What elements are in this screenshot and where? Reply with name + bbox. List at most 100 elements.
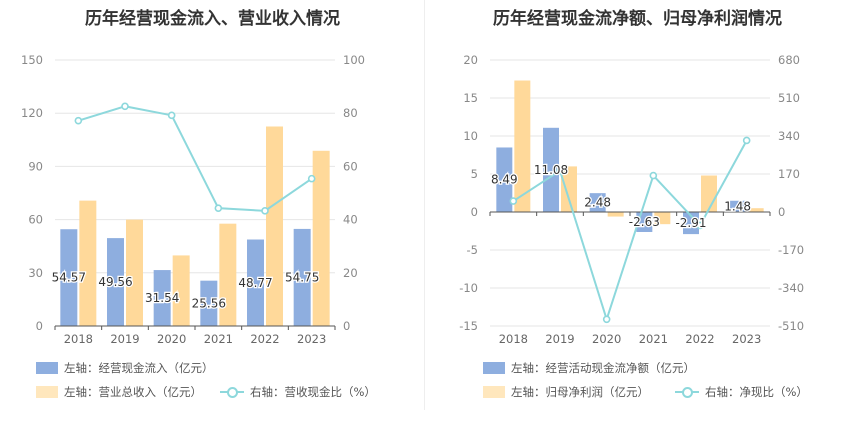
right-legend-item-profit[interactable]: 左轴：归母净利润（亿元） [483,384,649,400]
y-right-tick-label: 60 [343,159,358,173]
x-tick-label: 2019 [545,332,574,346]
y-left-tick-label: 90 [28,159,43,173]
line-point [556,166,564,175]
bar-series-2 [126,219,143,326]
y-left-tick-label: 20 [463,53,478,67]
legend-label: 左轴：归母净利润（亿元） [511,385,649,399]
y-right-tick-label: -170 [778,243,804,257]
right-legend-item-ratio[interactable]: 右轴：净现比（%） [675,384,808,400]
x-tick-label: 2018 [64,332,93,346]
y-left-tick-label: 15 [463,91,478,105]
left-legend-item-revenue[interactable]: 左轴：营业总收入（亿元） [36,384,202,400]
y-right-tick-label: 170 [778,167,800,181]
line-point [167,111,176,120]
x-tick-label: 2023 [732,332,761,346]
right-chart-panel: 历年经营现金流净额、归母净利润情况 -15 -10 -5 0 5 10 15 20 -510 -3… [425,0,850,436]
y-right-tick-label: 80 [343,106,358,120]
line-point [649,171,658,180]
bar-series-1 [543,127,559,212]
bar-data-label: 31.54 [145,291,179,305]
line-point [696,221,704,230]
bar-data-label: 48.77 [238,276,272,290]
bar-series-2 [514,80,531,213]
line-point [74,116,83,125]
y-right-tick-label: 680 [778,53,800,67]
y-left-tick-label: -15 [459,319,478,333]
legend-line-marker [220,386,244,398]
bar-series-1 [107,238,124,326]
bar-series-1 [153,270,171,326]
legend-line-marker [675,386,699,398]
legend-label: 右轴：净现比（%） [705,385,808,399]
line-point [307,174,316,183]
y-left-tick-label: 150 [21,53,43,67]
left-chart-title: 历年经营现金流入、营业收入情况 [85,9,340,29]
bar-series-2 [219,223,237,326]
line-point [261,207,269,215]
bar-series-2 [747,208,764,212]
x-tick-label: 2022 [250,332,279,346]
bar-data-label: 2.48 [584,196,611,210]
x-tick-label: 2022 [685,332,714,346]
y-left-tick-label: 0 [36,319,43,333]
y-right-tick-label: 20 [343,266,358,280]
bar-data-label: 11.08 [534,163,568,177]
bar-data-label: -2.63 [629,215,660,229]
x-tick-label: 2021 [204,332,233,346]
y-left-tick-label: 30 [28,266,43,280]
x-tick-label: 2019 [110,332,139,346]
y-right-tick-label: 0 [778,205,785,219]
bar-series-2 [654,212,671,225]
x-tick-label: 2021 [639,332,668,346]
y-right-tick-label: 100 [343,53,365,67]
x-tick-label: 2023 [297,332,326,346]
bar-data-label: -2.91 [675,216,706,230]
bar-series-1 [496,147,513,212]
y-left-tick-label: 5 [471,167,478,181]
bar-data-label: 1.48 [724,199,751,213]
bar-data-label: 49.56 [98,275,132,289]
right-legend-item-netflow[interactable]: 左轴：经营活动现金流净额（亿元） [483,360,695,376]
y-left-tick-label: 10 [463,129,478,143]
y-right-tick-label: 510 [778,91,800,105]
y-left-tick-label: 60 [28,213,43,227]
left-legend-item-inflow[interactable]: 左轴：经营现金流入（亿元） [36,360,214,376]
bar-series-1 [683,212,699,235]
right-chart-title: 历年经营现金流净额、归母净利润情况 [493,9,782,29]
y-left-tick-label: 0 [471,205,478,219]
x-tick-label: 2020 [592,332,621,346]
line-point [214,204,223,212]
line-point [509,197,518,205]
bar-series-2 [172,255,190,326]
bar-series-1 [247,239,264,326]
bar-data-label: 54.57 [52,271,86,285]
legend-swatch-orange [483,386,505,398]
bar-series-1 [729,200,746,212]
legend-label: 左轴：经营现金流入（亿元） [64,361,214,375]
legend-swatch-blue [36,362,58,374]
line-point [742,136,751,145]
bar-series-1 [60,229,78,326]
legend-label: 右轴：营收现金比（%） [250,385,376,399]
y-left-tick-label: -5 [467,243,478,257]
y-left-tick-label: 120 [21,106,43,120]
line-series [512,139,748,323]
y-right-tick-label: -340 [778,281,804,295]
bar-series-2 [79,200,97,326]
y-right-tick-label: 340 [778,129,800,143]
panel-divider [424,0,425,410]
right-chart-svg: -15-10-505101520-510-340-170017034051068… [459,53,804,346]
legend-label: 左轴：经营活动现金流净额（亿元） [511,361,695,375]
bar-series-1 [200,280,218,326]
bar-data-label: 8.49 [491,173,518,187]
bar-series-1 [293,228,311,326]
bar-series-2 [266,126,283,326]
legend-swatch-blue [483,362,505,374]
bar-data-label: 25.56 [192,296,226,310]
y-right-tick-label: 0 [343,319,350,333]
left-chart-svg: 0 30 60 90 120 150 0 20 40 60 80 100 2018 2019 2020 202… [21,53,365,346]
x-tick-label: 2018 [499,332,528,346]
left-legend-item-ratio[interactable]: 右轴：营收现金比（%） [220,384,376,400]
bar-series-2 [312,150,330,326]
bar-data-label: 54.75 [285,270,319,284]
